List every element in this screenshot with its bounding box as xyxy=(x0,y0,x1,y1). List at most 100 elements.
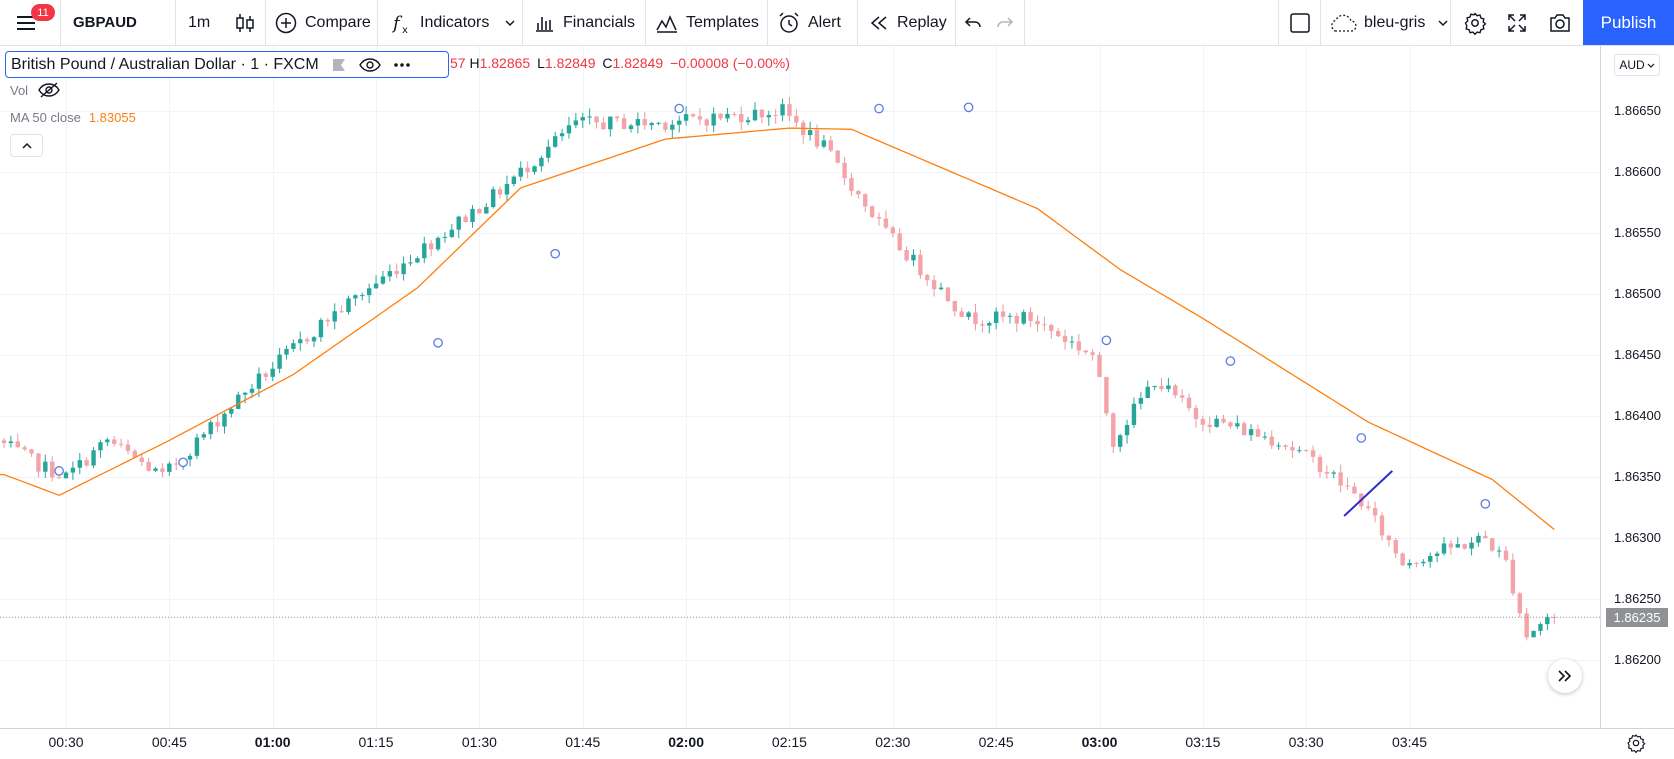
candle-body xyxy=(759,109,765,118)
candle-body xyxy=(229,408,234,414)
candle xyxy=(807,121,813,141)
candle xyxy=(1131,397,1137,429)
currency-label: AUD xyxy=(1619,58,1645,72)
undo-button[interactable] xyxy=(963,0,983,45)
redo-button[interactable] xyxy=(995,0,1015,45)
chevron-down-icon xyxy=(505,19,515,26)
candle xyxy=(222,412,227,434)
candle-body xyxy=(167,463,172,472)
ma-legend[interactable]: MA 50 close 1.83055 xyxy=(10,110,136,125)
candle xyxy=(1049,323,1054,339)
candle xyxy=(952,300,958,317)
candle xyxy=(780,98,785,122)
replay-label: Replay xyxy=(897,13,947,31)
templates-button[interactable]: Templates xyxy=(655,0,759,45)
replay-button[interactable]: Replay xyxy=(868,0,947,45)
candle xyxy=(649,121,654,131)
select-layout-button[interactable] xyxy=(1289,0,1311,45)
candle xyxy=(1304,449,1309,452)
candle-body xyxy=(856,191,861,195)
candle xyxy=(918,249,923,279)
candle-body xyxy=(718,113,723,119)
candle-style-button[interactable] xyxy=(234,0,256,45)
candle xyxy=(1207,416,1212,434)
layout-name-button[interactable]: bleu-gris xyxy=(1328,0,1449,45)
candle xyxy=(1407,559,1412,569)
candle xyxy=(1055,328,1061,338)
price-tick-label: 1.86300 xyxy=(1614,530,1661,545)
eye-icon[interactable] xyxy=(358,57,381,73)
candle-body xyxy=(677,120,682,125)
time-scale-settings-button[interactable] xyxy=(1626,733,1646,758)
symbol-search[interactable]: GBPAUD xyxy=(73,14,137,31)
candle-body xyxy=(1352,486,1357,494)
interval-button[interactable]: 1m xyxy=(188,13,211,31)
candle-body xyxy=(249,388,255,393)
candle xyxy=(1352,482,1357,494)
alert-button[interactable]: Alert xyxy=(777,0,841,45)
candle-body xyxy=(242,392,248,395)
compare-button[interactable]: Compare xyxy=(274,0,371,45)
candle xyxy=(1173,383,1178,399)
more-icon[interactable] xyxy=(391,57,413,73)
candle xyxy=(22,445,27,452)
eye-off-icon[interactable] xyxy=(38,82,60,98)
candle-body xyxy=(1028,312,1033,322)
candle-body xyxy=(477,208,482,214)
candle xyxy=(50,456,55,482)
financials-button[interactable]: Financials xyxy=(532,0,635,45)
marker-circle xyxy=(874,103,884,114)
candle xyxy=(339,305,344,313)
candle xyxy=(1248,424,1254,441)
candle-body xyxy=(1179,395,1185,398)
candle-body xyxy=(470,208,475,223)
candle-body xyxy=(1200,419,1206,425)
candle-body xyxy=(835,150,840,163)
candle xyxy=(1428,552,1433,568)
candle xyxy=(1469,537,1474,556)
layout-name: bleu-gris xyxy=(1364,13,1426,31)
candle xyxy=(277,347,282,374)
candle-body xyxy=(904,250,909,261)
volume-legend[interactable]: Vol xyxy=(10,82,60,98)
candle xyxy=(1138,392,1144,410)
templates-icon xyxy=(656,14,677,33)
candle-body xyxy=(1304,450,1309,452)
candle xyxy=(1152,385,1157,391)
candle-body xyxy=(959,311,964,317)
candle-body xyxy=(1462,544,1467,549)
candle xyxy=(1283,444,1288,450)
candle xyxy=(208,419,213,440)
snapshot-button[interactable] xyxy=(1548,0,1572,45)
scroll-to-realtime-button[interactable] xyxy=(1548,659,1582,693)
candle-body xyxy=(1262,436,1268,438)
currency-select[interactable]: AUD xyxy=(1614,54,1660,76)
candle-body xyxy=(690,114,696,117)
settings-button[interactable] xyxy=(1463,0,1487,45)
candle xyxy=(1097,352,1102,378)
candle-body xyxy=(807,130,813,136)
candle xyxy=(174,458,179,471)
candle xyxy=(1062,329,1068,350)
candle-body xyxy=(1331,472,1336,474)
candle-body xyxy=(56,477,62,479)
candle-body xyxy=(1138,398,1144,404)
candle-body xyxy=(1290,447,1295,451)
publish-button[interactable]: Publish xyxy=(1583,0,1674,45)
candle-body xyxy=(635,119,641,126)
symbol-legend[interactable]: British Pound / Australian Dollar · 1 · … xyxy=(5,51,449,78)
price-tick-label: 1.86200 xyxy=(1614,652,1661,667)
candle-body xyxy=(353,295,358,299)
candle xyxy=(132,448,138,459)
notification-badge: 11 xyxy=(31,4,55,21)
indicators-dropdown[interactable] xyxy=(504,0,516,45)
candle xyxy=(1372,501,1378,523)
candle xyxy=(428,239,434,257)
candle xyxy=(112,436,117,447)
candle xyxy=(1042,316,1047,331)
collapse-legend-button[interactable] xyxy=(10,134,43,157)
candle-body xyxy=(1193,408,1199,420)
fullscreen-button[interactable] xyxy=(1506,0,1528,45)
